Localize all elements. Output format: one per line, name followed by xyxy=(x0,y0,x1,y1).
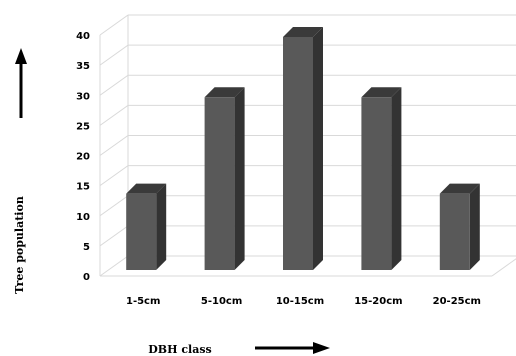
y-axis-arrow-icon xyxy=(15,48,27,118)
x-tick-label-1: 5-10cm xyxy=(201,296,242,307)
x-axis-title: DBH class xyxy=(148,343,211,356)
grid-diagonal-1 xyxy=(99,225,129,247)
y-tick-label-1: 5 xyxy=(83,242,90,253)
bar-top-0 xyxy=(126,183,167,194)
bar-top-4 xyxy=(439,183,480,194)
x-tick-labels: 1-5cm 5-10cm 10-15cm 15-20cm 20-25cm xyxy=(126,296,481,307)
y-tick-label-6: 30 xyxy=(76,91,90,102)
bar-side-4 xyxy=(469,183,480,270)
bar-15-20cm xyxy=(361,87,402,270)
grid-diagonal-0 xyxy=(99,255,129,277)
bars-layer xyxy=(126,27,480,270)
y-tick-labels: 0 5 10 15 20 25 30 35 40 xyxy=(76,31,90,283)
grid-diagonal-8 xyxy=(99,14,129,36)
y-tick-label-4: 20 xyxy=(76,152,90,163)
x-tick-label-4: 20-25cm xyxy=(433,296,481,307)
grid-layer xyxy=(99,14,516,277)
y-tick-label-0: 0 xyxy=(83,272,90,283)
y-tick-label-2: 10 xyxy=(76,212,90,223)
bar-1-5cm xyxy=(126,183,167,270)
bar-side-1 xyxy=(234,87,245,270)
y-tick-label-3: 15 xyxy=(76,182,90,193)
bar-side-0 xyxy=(156,183,167,270)
bar-front-1 xyxy=(204,97,235,270)
bar-top-3 xyxy=(361,87,402,98)
bar-front-0 xyxy=(126,193,157,270)
x-tick-label-0: 1-5cm xyxy=(126,296,160,307)
grid-diagonal-4 xyxy=(99,135,129,156)
y-tick-label-7: 35 xyxy=(76,61,90,72)
bar-5-10cm xyxy=(204,87,245,270)
bar-front-3 xyxy=(361,97,392,270)
grid-diagonal-7 xyxy=(99,44,129,66)
bar-front-4 xyxy=(439,193,470,270)
grid-diagonal-6 xyxy=(99,74,129,96)
x-tick-label-2: 10-15cm xyxy=(276,296,324,307)
bar-side-2 xyxy=(313,27,323,270)
x-tick-label-3: 15-20cm xyxy=(354,296,402,307)
floor-right-edge xyxy=(491,258,516,277)
bar-top-2 xyxy=(283,27,323,37)
bar-10-15cm xyxy=(283,27,323,270)
bar-side-3 xyxy=(391,87,402,270)
y-tick-label-8: 40 xyxy=(76,31,90,42)
y-tick-label-5: 25 xyxy=(76,121,90,132)
bar-top-1 xyxy=(204,87,245,98)
grid-diagonal-5 xyxy=(99,104,129,126)
grid-diagonal-2 xyxy=(99,195,129,217)
bar-20-25cm xyxy=(439,183,480,270)
bar-front-2 xyxy=(283,37,313,270)
grid-diagonal-3 xyxy=(99,165,129,187)
y-axis-title: Tree population xyxy=(13,196,26,294)
x-axis-arrow-icon xyxy=(255,342,330,354)
